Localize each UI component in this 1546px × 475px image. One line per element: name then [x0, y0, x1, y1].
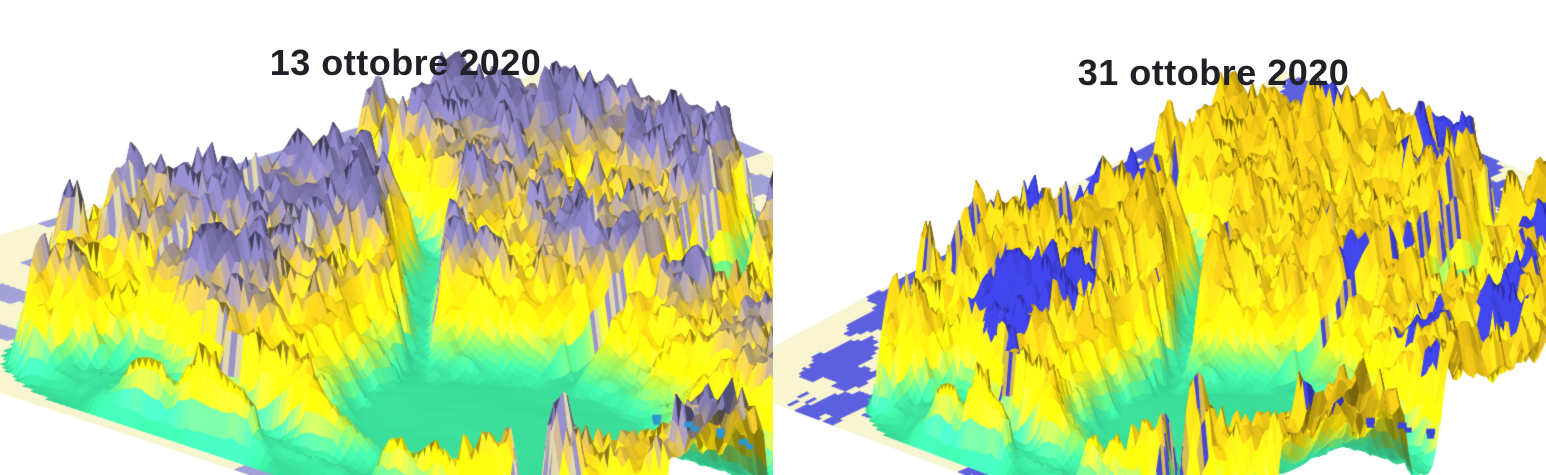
terrain-3d-view-13-ottobre: [0, 0, 773, 475]
panel-31-ottobre: 31 ottobre 2020: [773, 0, 1546, 475]
terrain-3d-view-31-ottobre: [773, 0, 1546, 475]
panel-13-ottobre: 13 ottobre 2020: [0, 0, 773, 475]
